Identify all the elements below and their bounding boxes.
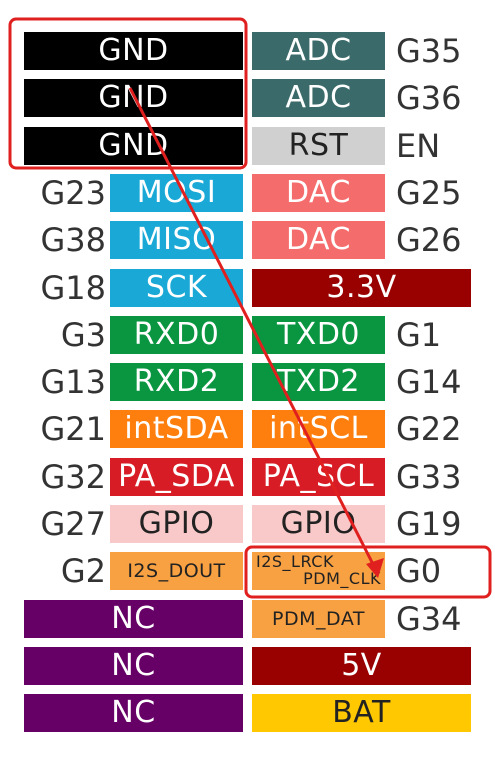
left-function-label: MOSI [110, 174, 243, 212]
right-function-label: BAT [252, 694, 471, 732]
right-function-label: TXD2 [252, 363, 385, 401]
right-pin-label: G0 [396, 552, 442, 590]
right-function-label: intSCL [252, 410, 385, 448]
left-pin-label: G38 [40, 221, 106, 259]
right-function-label: RST [252, 127, 385, 165]
left-pin-label: G27 [40, 505, 106, 543]
right-pin-label: G33 [396, 458, 462, 496]
left-function-label: NC [24, 600, 243, 638]
left-pin-label: G21 [40, 410, 106, 448]
right-pin-label: G1 [396, 316, 442, 354]
right-function-label: DAC [252, 221, 385, 259]
right-pin-label: G26 [396, 221, 462, 259]
left-function-label: I2S_DOUT [110, 552, 243, 590]
left-function-label: PA_SDA [110, 458, 243, 496]
left-function-label: MISO [110, 221, 243, 259]
right-function-label: PDM_DAT [252, 600, 385, 638]
left-pin-label: G3 [60, 316, 106, 354]
left-function-label: GND [24, 127, 243, 165]
left-function-label: SCK [110, 269, 243, 307]
right-function-label: 5V [252, 647, 471, 685]
right-function-label: DAC [252, 174, 385, 212]
right-pin-label: G34 [396, 600, 462, 638]
left-pin-label: G23 [40, 174, 106, 212]
right-pin-label: G25 [396, 174, 462, 212]
right-pin-label: G36 [396, 79, 462, 117]
left-pin-label: G2 [60, 552, 106, 590]
right-function-label: TXD0 [252, 316, 385, 354]
left-function-label: GND [24, 79, 243, 117]
left-function-label: GND [24, 32, 243, 70]
right-function-label: ADC [252, 32, 385, 70]
left-function-label: NC [24, 694, 243, 732]
left-function-label: RXD2 [110, 363, 243, 401]
left-function-label: intSDA [110, 410, 243, 448]
right-function-label: PA_SCL [252, 458, 385, 496]
right-function-label-line2: PDM_CLK [303, 569, 381, 588]
left-function-label: NC [24, 647, 243, 685]
right-function-label: GPIO [252, 505, 385, 543]
right-pin-label: EN [396, 127, 441, 165]
left-pin-label: G13 [40, 363, 106, 401]
left-pin-label: G18 [40, 269, 106, 307]
right-function-label: ADC [252, 79, 385, 117]
right-pin-label: G22 [396, 410, 462, 448]
right-pin-label: G14 [396, 363, 462, 401]
left-function-label: GPIO [110, 505, 243, 543]
right-function-label: I2S_LRCK PDM_CLK [252, 552, 385, 590]
left-pin-label: G32 [40, 458, 106, 496]
left-function-label: RXD0 [110, 316, 243, 354]
right-pin-label: G35 [396, 32, 462, 70]
right-function-label: 3.3V [252, 269, 471, 307]
right-pin-label: G19 [396, 505, 462, 543]
